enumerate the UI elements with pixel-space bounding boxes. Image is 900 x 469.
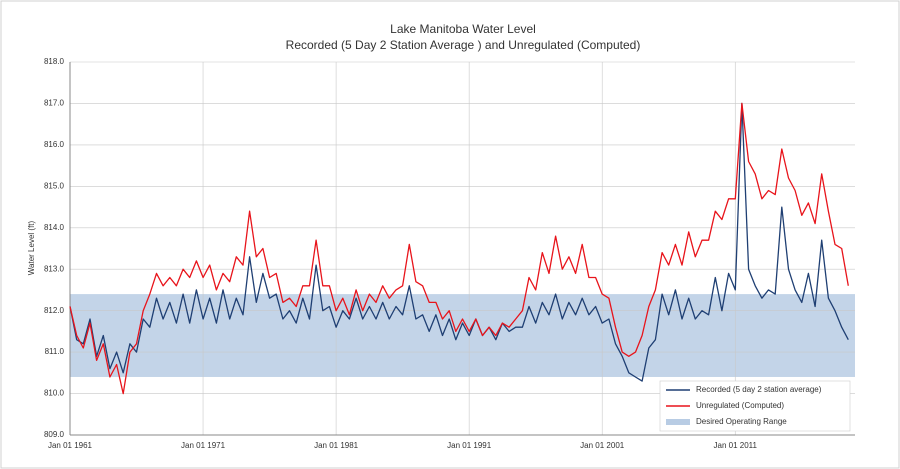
- y-tick-label: 813.0: [44, 264, 65, 273]
- x-tick-label: Jan 01 1981: [314, 441, 359, 450]
- y-tick-label: 814.0: [44, 223, 65, 232]
- x-tick-label: Jan 01 2011: [714, 441, 758, 450]
- x-tick-label: Jan 01 1991: [447, 441, 492, 450]
- y-tick-label: 810.0: [44, 389, 65, 398]
- y-tick-label: 818.0: [44, 57, 65, 66]
- x-tick-label: Jan 01 1961: [48, 441, 93, 450]
- y-axis-label: Water Level (ft): [27, 220, 36, 275]
- chart-subtitle: Recorded (5 Day 2 Station Average ) and …: [286, 38, 641, 52]
- series-line: [69, 102, 849, 395]
- y-tick-label: 809.0: [44, 430, 65, 439]
- legend-label: Recorded (5 day 2 station average): [696, 385, 822, 394]
- y-tick-label: 812.0: [44, 306, 65, 315]
- series-line: [69, 102, 849, 382]
- y-tick-label: 816.0: [44, 140, 65, 149]
- x-tick-label: Jan 01 2001: [580, 441, 625, 450]
- y-tick-label: 817.0: [44, 99, 65, 108]
- legend-swatch: [666, 419, 690, 425]
- legend-label: Desired Operating Range: [696, 417, 787, 426]
- legend-box: [659, 380, 851, 432]
- y-tick-label: 815.0: [44, 181, 65, 190]
- x-tick-label: Jan 01 1971: [181, 441, 226, 450]
- legend-label: Unregulated (Computed): [696, 401, 784, 410]
- operating-range-band: [70, 294, 855, 377]
- chart-title: Lake Manitoba Water Level: [390, 22, 536, 36]
- y-tick-label: 811.0: [45, 347, 65, 356]
